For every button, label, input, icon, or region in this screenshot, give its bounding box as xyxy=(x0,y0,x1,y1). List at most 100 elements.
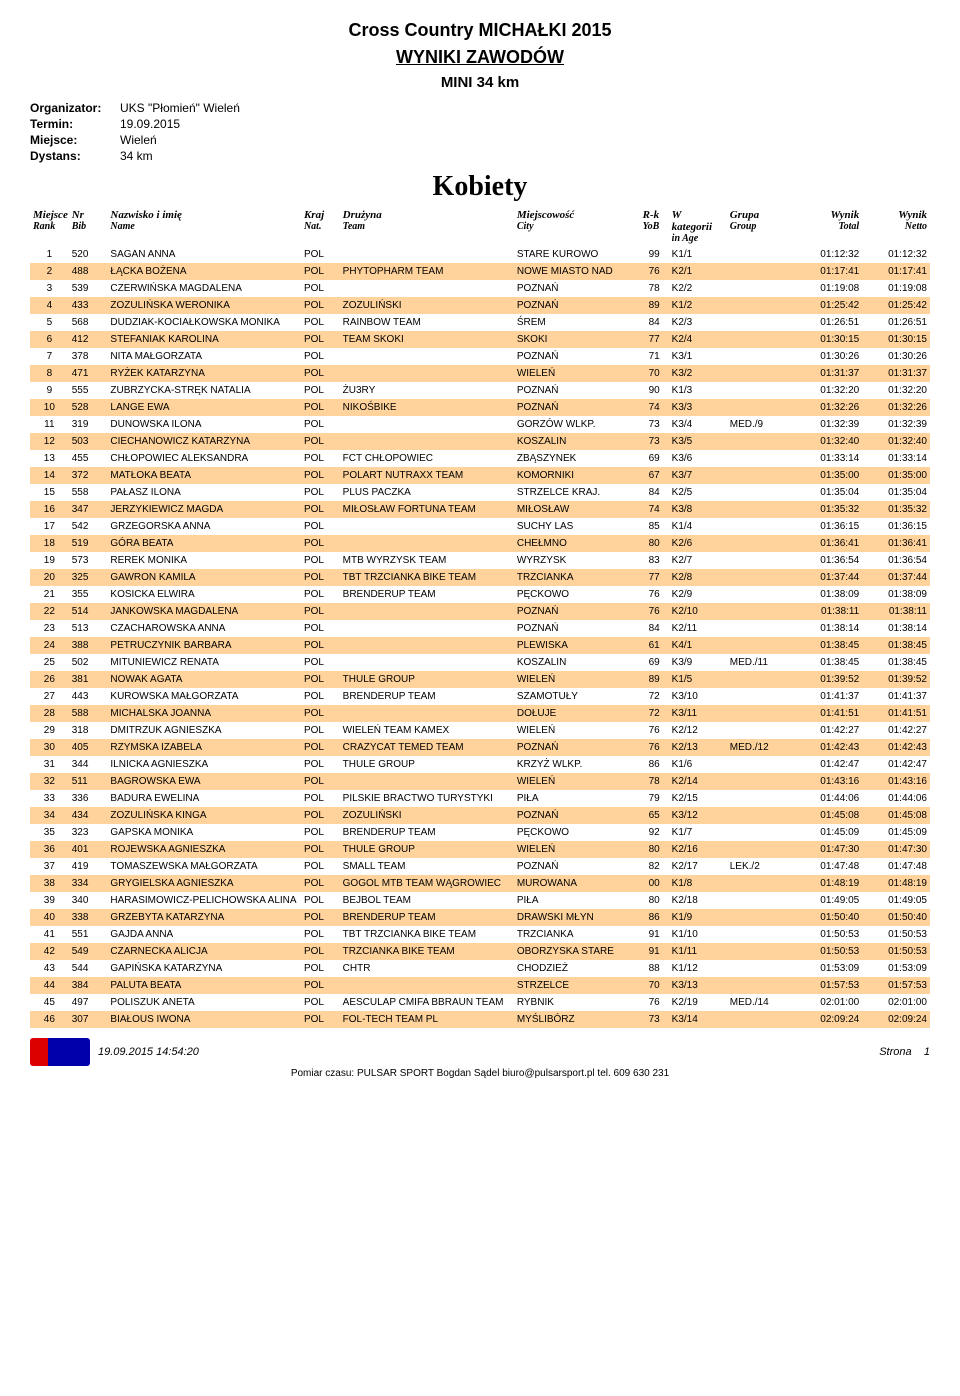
cell-total: 01:45:09 xyxy=(794,824,862,841)
cell-yob: 73 xyxy=(640,416,669,433)
cell-group: MED./12 xyxy=(727,739,795,756)
cell-name: PALUTA BEATA xyxy=(107,977,301,994)
cell-city: KOSZALIN xyxy=(514,654,640,671)
cell-total: 01:30:15 xyxy=(794,331,862,348)
cell-bib: 388 xyxy=(69,637,108,654)
cell-name: DUNOWSKA ILONA xyxy=(107,416,301,433)
cell-name: MITUNIEWICZ RENATA xyxy=(107,654,301,671)
cell-yob: 76 xyxy=(640,603,669,620)
cell-yob: 91 xyxy=(640,926,669,943)
cell-team: THULE GROUP xyxy=(340,841,514,858)
cell-total: 01:38:11 xyxy=(794,603,862,620)
cell-group xyxy=(727,960,795,977)
table-row: 22514JANKOWSKA MAGDALENAPOLPOZNAŃ76K2/10… xyxy=(30,603,930,620)
cell-team xyxy=(340,416,514,433)
cell-total: 01:41:37 xyxy=(794,688,862,705)
cell-bib: 568 xyxy=(69,314,108,331)
cell-netto: 01:43:16 xyxy=(862,773,930,790)
cell-total: 01:49:05 xyxy=(794,892,862,909)
table-row: 38334GRYGIELSKA AGNIESZKAPOLGOGOL MTB TE… xyxy=(30,875,930,892)
cell-total: 01:38:45 xyxy=(794,654,862,671)
cell-name: MICHALSKA JOANNA xyxy=(107,705,301,722)
cell-total: 01:50:53 xyxy=(794,926,862,943)
cell-age: K2/16 xyxy=(669,841,727,858)
table-row: 25502MITUNIEWICZ RENATAPOLKOSZALIN69K3/9… xyxy=(30,654,930,671)
cell-city: CHEŁMNO xyxy=(514,535,640,552)
cell-name: GAWRON KAMILA xyxy=(107,569,301,586)
cell-bib: 502 xyxy=(69,654,108,671)
cell-rank: 28 xyxy=(30,705,69,722)
cell-rank: 43 xyxy=(30,960,69,977)
cell-bib: 555 xyxy=(69,382,108,399)
cell-name: GAJDA ANNA xyxy=(107,926,301,943)
cell-nat: POL xyxy=(301,586,340,603)
cell-age: K2/6 xyxy=(669,535,727,552)
cell-nat: POL xyxy=(301,467,340,484)
cell-age: K1/2 xyxy=(669,297,727,314)
table-row: 29318DMITRZUK AGNIESZKAPOLWIELEŃ TEAM KA… xyxy=(30,722,930,739)
cell-team: MTB WYRZYSK TEAM xyxy=(340,552,514,569)
cell-yob: 70 xyxy=(640,977,669,994)
cell-rank: 45 xyxy=(30,994,69,1011)
cell-netto: 02:09:24 xyxy=(862,1011,930,1028)
col-header: NrBib xyxy=(69,207,108,246)
cell-group xyxy=(727,467,795,484)
cell-name: POLISZUK ANETA xyxy=(107,994,301,1011)
cell-name: GRZEGORSKA ANNA xyxy=(107,518,301,535)
table-row: 26381NOWAK AGATAPOLTHULE GROUPWIELEŃ89K1… xyxy=(30,671,930,688)
cell-team xyxy=(340,535,514,552)
cell-yob: 73 xyxy=(640,433,669,450)
cell-city: PLEWISKA xyxy=(514,637,640,654)
cell-team xyxy=(340,620,514,637)
cell-rank: 10 xyxy=(30,399,69,416)
cell-age: K3/13 xyxy=(669,977,727,994)
cell-age: K2/2 xyxy=(669,280,727,297)
cell-bib: 307 xyxy=(69,1011,108,1028)
cell-team: TBT TRZCIANKA BIKE TEAM xyxy=(340,926,514,943)
cell-name: GRZEBYTA KATARZYNA xyxy=(107,909,301,926)
cell-rank: 1 xyxy=(30,246,69,263)
cell-age: K1/12 xyxy=(669,960,727,977)
cell-name: ZOZULIŃSKA KINGA xyxy=(107,807,301,824)
table-row: 10528LANGE EWAPOLNIKOŚBIKEPOZNAŃ74K3/301… xyxy=(30,399,930,416)
cell-name: KUROWSKA MAŁGORZATA xyxy=(107,688,301,705)
cell-rank: 38 xyxy=(30,875,69,892)
cell-total: 01:42:47 xyxy=(794,756,862,773)
cell-nat: POL xyxy=(301,433,340,450)
cell-netto: 01:38:11 xyxy=(862,603,930,620)
cell-netto: 01:35:00 xyxy=(862,467,930,484)
cell-rank: 35 xyxy=(30,824,69,841)
cell-total: 01:12:32 xyxy=(794,246,862,263)
meta-label: Organizator: xyxy=(30,101,120,115)
cell-nat: POL xyxy=(301,484,340,501)
meta-value: UKS "Płomień" Wieleń xyxy=(120,101,240,115)
cell-yob: 85 xyxy=(640,518,669,535)
cell-rank: 27 xyxy=(30,688,69,705)
cell-age: K2/8 xyxy=(669,569,727,586)
cell-city: PIŁA xyxy=(514,892,640,909)
category-title: MINI 34 km xyxy=(30,74,930,91)
cell-bib: 381 xyxy=(69,671,108,688)
cell-name: TOMASZEWSKA MAŁGORZATA xyxy=(107,858,301,875)
cell-rank: 37 xyxy=(30,858,69,875)
cell-city: WIELEŃ xyxy=(514,841,640,858)
cell-group xyxy=(727,518,795,535)
cell-netto: 02:01:00 xyxy=(862,994,930,1011)
cell-total: 01:38:14 xyxy=(794,620,862,637)
cell-yob: 76 xyxy=(640,586,669,603)
cell-group xyxy=(727,314,795,331)
cell-rank: 13 xyxy=(30,450,69,467)
cell-city: OBORZYSKA STARE xyxy=(514,943,640,960)
cell-bib: 488 xyxy=(69,263,108,280)
cell-nat: POL xyxy=(301,892,340,909)
table-row: 33336BADURA EWELINAPOLPILSKIE BRACTWO TU… xyxy=(30,790,930,807)
table-row: 31344ILNICKA AGNIESZKAPOLTHULE GROUPKRZY… xyxy=(30,756,930,773)
table-row: 28588MICHALSKA JOANNAPOLDOŁUJE72K3/1101:… xyxy=(30,705,930,722)
page-number: 1 xyxy=(924,1046,930,1058)
cell-name: ILNICKA AGNIESZKA xyxy=(107,756,301,773)
cell-age: K3/12 xyxy=(669,807,727,824)
cell-rank: 20 xyxy=(30,569,69,586)
cell-nat: POL xyxy=(301,416,340,433)
cell-group xyxy=(727,552,795,569)
cell-age: K1/6 xyxy=(669,756,727,773)
